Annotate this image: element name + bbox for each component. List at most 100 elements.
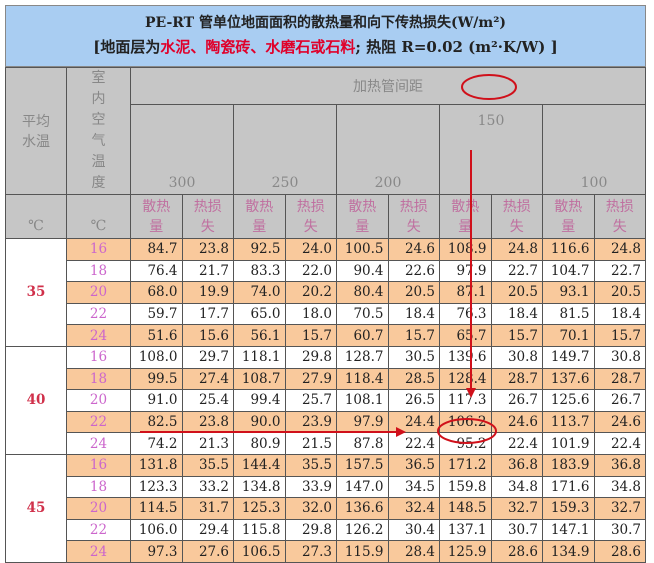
heat-output-cell: 76.3 [439, 302, 492, 326]
heat-output-cell: 51.6 [130, 324, 183, 347]
table-row: 24 97.3 27.6 106.5 27.3 115.9 28.4 125.9 28.6 134… [6, 540, 646, 563]
heat-loss-cell: 15.7 [490, 324, 543, 347]
heat-output-cell: 159.3 [542, 497, 595, 520]
table-row: 20 68.0 19.9 74.0 20.2 80.4 20.5 87.1 20.5 93.1 20… [6, 281, 646, 304]
air-temp: 20 [66, 497, 131, 520]
heat-loss-cell: 34.5 [387, 475, 440, 499]
heat-loss-cell: 26.7 [490, 389, 543, 412]
heat-output-cell: 100.5 [336, 238, 389, 261]
heat-loss-cell: 24.0 [284, 238, 337, 261]
heat-loss-cell: 34.8 [490, 475, 543, 499]
heat-output-cell: 106.2 [439, 410, 492, 434]
heat-loss-cell: 29.8 [284, 345, 337, 369]
heat-output-cell: 60.7 [336, 324, 389, 347]
mean-water-temp: 45 [5, 453, 67, 563]
heat-output-cell: 74.2 [130, 432, 183, 455]
heat-output-cell: 134.8 [233, 475, 286, 499]
heat-output-cell: 95.2 [439, 432, 492, 455]
heat-output-cell: 87.1 [439, 281, 492, 304]
air-temp: 24 [66, 432, 131, 455]
heat-loss-cell: 24.8 [593, 238, 646, 261]
heat-loss-cell: 32.7 [490, 497, 543, 520]
heat-loss-cell: 28.4 [387, 540, 440, 563]
heat-output-cell: 108.9 [439, 238, 492, 261]
heat-output-cell: 84.7 [130, 238, 183, 261]
heat-output-cell: 118.4 [336, 367, 389, 391]
heat-loss-cell: 22.4 [490, 432, 543, 455]
heat-loss-cell: 32.7 [593, 497, 646, 520]
table-row: 18 76.4 21.7 83.3 22.0 90.4 22.6 97.9 22.7 104.7 2… [6, 259, 646, 283]
heat-output-cell: 137.6 [542, 367, 595, 391]
heat-loss-cell: 29.7 [181, 345, 234, 369]
air-temp: 18 [66, 259, 131, 283]
heat-output-cell: 90.4 [336, 259, 389, 283]
heat-loss-cell: 29.4 [181, 518, 234, 542]
mean-water-temp-header: 平均水温 [5, 67, 67, 195]
air-temp: 18 [66, 475, 131, 499]
heat-loss-cell: 22.7 [593, 259, 646, 283]
heat-output-cell: 92.5 [233, 238, 286, 261]
heat-loss-cell: 23.9 [284, 410, 337, 434]
spacing-200: 200 [336, 103, 440, 196]
air-temp: 20 [66, 281, 131, 304]
heat-loss-cell: 30.4 [387, 518, 440, 542]
heat-output-cell: 171.6 [542, 475, 595, 499]
heat-loss-cell: 28.5 [387, 367, 440, 391]
table-row: 45 16 131.8 35.5 144.4 35.5 157.5 36.5 171.2 36.8… [5, 453, 646, 563]
title-suffix: ; 热阻 R=0.02 (m²·K/W) ] [355, 38, 558, 56]
heat-loss-cell: 25.4 [181, 389, 234, 412]
heat-output-cell: 82.5 [130, 410, 183, 434]
heat-loss-cell: 28.7 [490, 367, 543, 391]
heat-loss-cell: 23.8 [181, 238, 234, 261]
table-row: 20 114.5 31.7 125.3 32.0 136.6 32.4 148.5 32.7 15… [6, 497, 646, 520]
pipe-spacing-header: 加热管间距 [130, 67, 646, 105]
air-temp: 24 [66, 540, 131, 563]
heat-output-cell: 147.1 [542, 518, 595, 542]
table-row: 24 51.6 15.6 56.1 15.7 60.7 15.7 65.7 15.7 70.1 15… [6, 324, 646, 347]
heat-output-cell: 128.7 [336, 345, 389, 369]
heat-output-cell: 70.5 [336, 302, 389, 326]
heat-output-cell: 139.6 [439, 345, 492, 369]
heat-loss-cell: 36.8 [593, 453, 646, 477]
heat-output-cell: 108.1 [336, 389, 389, 412]
heat-output-cell: 65.7 [439, 324, 492, 347]
heat-loss-cell: 36.8 [490, 453, 543, 477]
heat-output-cell: 114.5 [130, 497, 183, 520]
heat-output-cell: 104.7 [542, 259, 595, 283]
heat-loss-header: 热损失 [387, 194, 440, 239]
heat-loss-cell: 24.4 [387, 410, 440, 434]
air-temp: 16 [66, 238, 131, 261]
heat-output-cell: 99.4 [233, 389, 286, 412]
heat-loss-cell: 33.9 [284, 475, 337, 499]
heat-output-cell: 125.9 [439, 540, 492, 563]
heat-output-header: 散热量 [233, 194, 286, 239]
title-line-1: PE-RT 管单位地面面积的散热量和向下传热损失(W/m²) [145, 15, 506, 31]
heat-output-cell: 59.7 [130, 302, 183, 326]
table-row: 18 123.3 33.2 134.8 33.9 147.0 34.5 159.8 34.8 17… [6, 475, 646, 499]
heat-loss-cell: 20.2 [284, 281, 337, 304]
heat-loss-cell: 27.4 [181, 367, 234, 391]
heat-output-cell: 108.7 [233, 367, 286, 391]
heat-output-cell: 65.0 [233, 302, 286, 326]
heat-loss-cell: 36.5 [387, 453, 440, 477]
heat-loss-cell: 17.7 [181, 302, 234, 326]
table-row: 40 16 108.0 29.7 118.1 29.8 128.7 30.5 139.6 30.8… [5, 345, 646, 455]
indoor-air-temp-header: 室内空气温度 [66, 67, 131, 195]
heat-output-cell: 113.7 [542, 410, 595, 434]
heat-loss-cell: 31.7 [181, 497, 234, 520]
heat-output-cell: 117.3 [439, 389, 492, 412]
table-row: 20 91.0 25.4 99.4 25.7 108.1 26.5 117.3 26.7 125.… [6, 389, 646, 412]
heat-output-cell: 83.3 [233, 259, 286, 283]
heat-output-cell: 183.9 [542, 453, 595, 477]
heat-output-cell: 93.1 [542, 281, 595, 304]
heat-loss-cell: 15.7 [593, 324, 646, 347]
heat-output-cell: 116.6 [542, 238, 595, 261]
heat-loss-cell: 25.7 [284, 389, 337, 412]
heat-loss-cell: 22.7 [490, 259, 543, 283]
heat-output-cell: 136.6 [336, 497, 389, 520]
heat-loss-header: 热损失 [593, 194, 646, 239]
heat-output-cell: 70.1 [542, 324, 595, 347]
heat-loss-cell: 27.9 [284, 367, 337, 391]
heat-loss-cell: 30.5 [387, 345, 440, 369]
table-row: 35 16 84.7 23.8 92.5 24.0 100.5 24.6 108.9 24.8 11… [5, 238, 646, 347]
